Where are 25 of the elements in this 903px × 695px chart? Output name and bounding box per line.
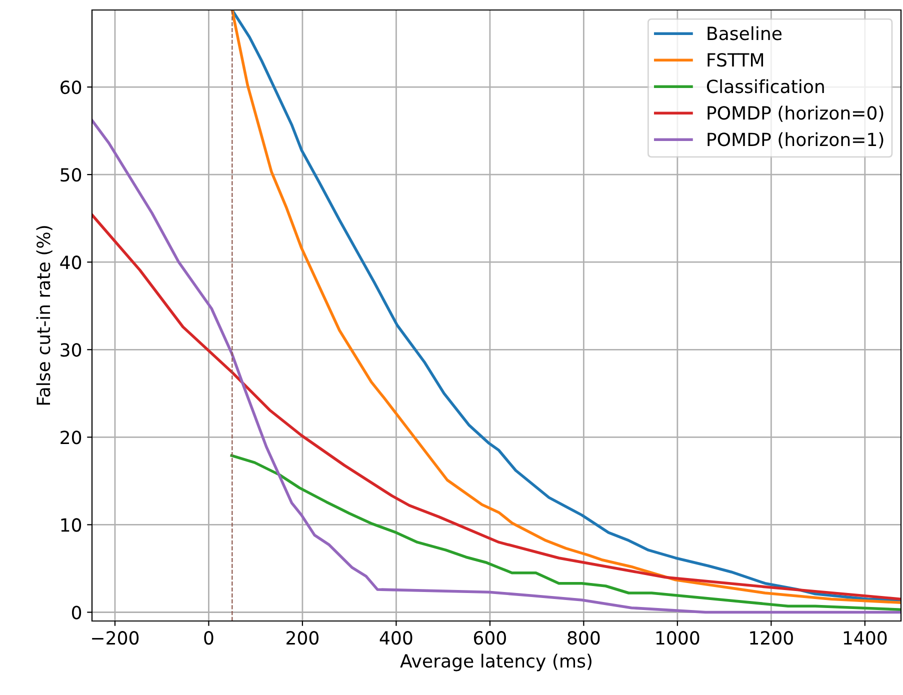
x-tick-label: 0 xyxy=(204,631,214,645)
line-series xyxy=(230,454,901,612)
legend-label: Baseline xyxy=(708,26,782,40)
x-tick-label: 1200 xyxy=(750,631,793,645)
y-tick-label: 50 xyxy=(60,168,82,182)
x-tick-label: 400 xyxy=(380,631,412,645)
legend-label: Classification xyxy=(706,79,824,94)
y-tick-label: 10 xyxy=(61,518,82,532)
y-axis-title: False cut-in rate (%) xyxy=(36,226,52,405)
legend-label: POMDP (horizon=0) xyxy=(708,106,884,122)
x-tick-label: −200 xyxy=(92,631,139,645)
legend-label: FSTTM xyxy=(708,53,764,67)
y-tick-label: 20 xyxy=(60,430,82,444)
y-tick-label: 0 xyxy=(72,606,82,620)
x-tick-label: 1400 xyxy=(844,631,887,645)
y-tick-label: 60 xyxy=(60,80,82,94)
line-series xyxy=(92,213,901,601)
x-axis-title: Average latency (ms) xyxy=(400,654,592,672)
y-tick-label: 40 xyxy=(60,256,82,270)
x-tick-label: 200 xyxy=(286,631,318,645)
x-tick-label: 800 xyxy=(568,631,600,645)
legend-label: POMDP (horizon=1) xyxy=(708,132,884,148)
x-tick-label: 600 xyxy=(474,631,506,645)
y-tick-label: 30 xyxy=(60,343,82,357)
x-tick-label: 1000 xyxy=(656,631,700,645)
